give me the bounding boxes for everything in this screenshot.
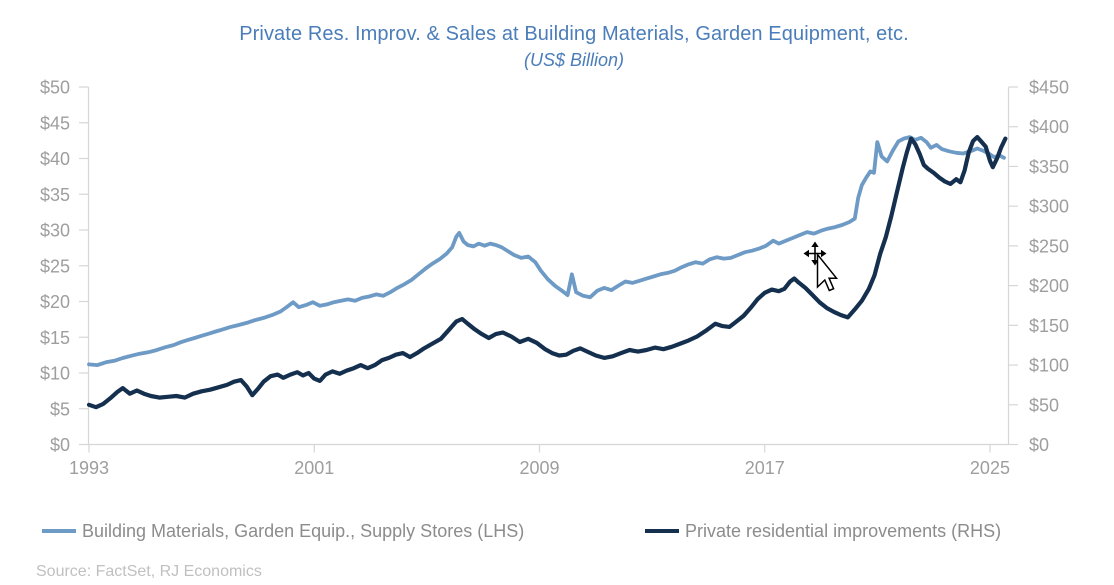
x-axis-label: 2001 [294, 458, 334, 478]
plot-area[interactable]: $0 $5 $10 $15 $20 $25 $30 $35 $40 $45 $50 $0 $50 $100… [0, 0, 1114, 510]
chart-title: Private Res. Improv. & Sales at Building… [239, 23, 909, 45]
series-line-rhs [86, 135, 1008, 410]
y-axis-right-label: $250 [1029, 236, 1069, 256]
x-axis-label: 2009 [519, 458, 559, 478]
y-axis-left-label: $0 [50, 435, 70, 455]
mouse-cursor [803, 241, 839, 292]
legend-item-residential-improvements[interactable]: Private residential improvements (RHS) [645, 521, 1001, 541]
legend-marker-lhs [42, 529, 76, 533]
x-axis-label: 1993 [69, 458, 109, 478]
legend-marker-rhs [645, 529, 679, 533]
y-axis-right-label: $100 [1029, 356, 1069, 376]
y-axis-right-label: $150 [1029, 316, 1069, 336]
y-axis-left-label: $10 [40, 364, 70, 384]
y-axis-right-label: $300 [1029, 197, 1069, 217]
legend-label-lhs: Building Materials, Garden Equip., Suppl… [82, 520, 525, 541]
y-axis-right-label: $450 [1029, 78, 1069, 98]
y-axis-left-label: $50 [40, 78, 70, 98]
y-axis-left-label: $25 [40, 256, 70, 276]
move-arrow-up [811, 241, 819, 247]
move-arrow-left [803, 249, 809, 258]
y-axis-left-label: $15 [40, 328, 70, 348]
source-note: Source: FactSet, RJ Economics [36, 563, 262, 580]
x-axis-label: 2017 [745, 458, 785, 478]
y-axis-right-label: $400 [1029, 117, 1069, 137]
y-axis-left-label: $40 [40, 149, 70, 169]
chart-subtitle: (US$ Billion) [523, 50, 625, 70]
y-axis-left-label: $45 [40, 113, 70, 133]
y-axis-left-label: $5 [50, 399, 70, 419]
y-axis-right-label: $50 [1029, 395, 1059, 415]
x-axis-label: 2025 [970, 458, 1010, 478]
y-axis-left-label: $20 [40, 292, 70, 312]
y-axis-right-label: $350 [1029, 157, 1069, 177]
move-arrow-right [821, 249, 827, 258]
series-line-lhs [87, 135, 1006, 367]
y-axis-right-label: $0 [1029, 435, 1049, 455]
legend-item-building-materials[interactable]: Building Materials, Garden Equip., Suppl… [42, 521, 524, 541]
y-axis-right-label: $200 [1029, 276, 1069, 296]
legend-label-rhs: Private residential improvements (RHS) [685, 520, 1002, 541]
y-axis-left-label: $35 [40, 185, 70, 205]
y-axis-left-label: $30 [40, 221, 70, 241]
pointer-arrow [816, 252, 839, 292]
